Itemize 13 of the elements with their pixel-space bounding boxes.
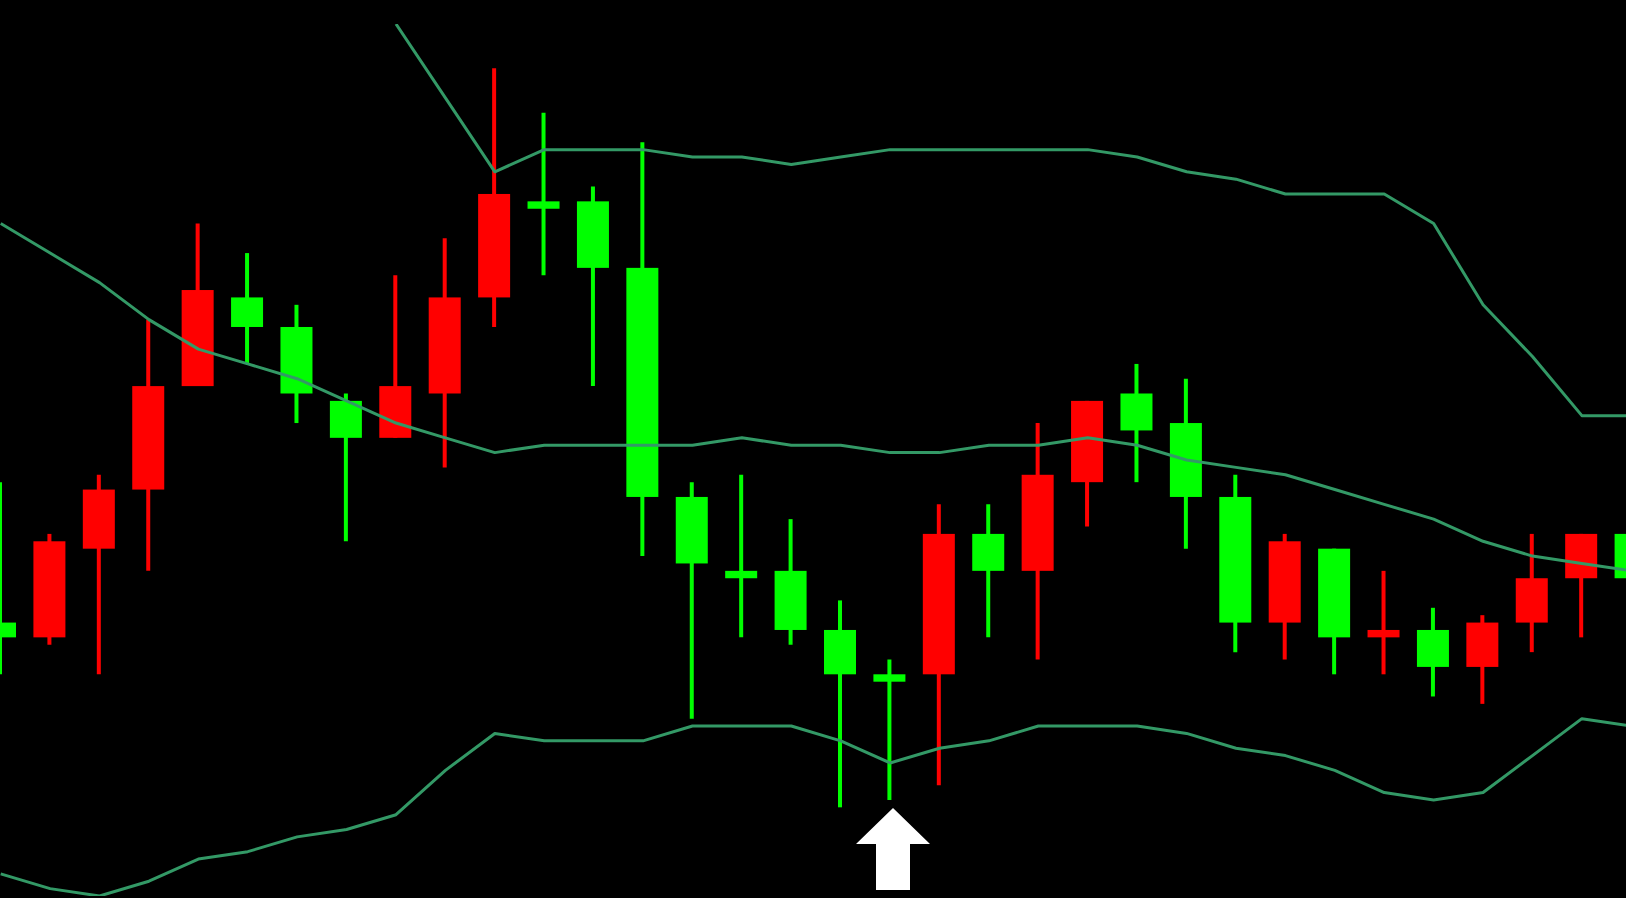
candlestick	[1120, 361, 1153, 485]
candlestick	[972, 502, 1005, 640]
candlestick	[1416, 605, 1449, 699]
candlestick	[1565, 531, 1598, 640]
candlestick	[1515, 531, 1548, 655]
candlestick	[527, 110, 560, 278]
candlestick	[725, 472, 758, 640]
candlestick	[1367, 568, 1400, 677]
candlestick	[824, 598, 856, 810]
candlestick	[873, 657, 906, 802]
candlestick	[1466, 613, 1499, 706]
candlestick	[231, 251, 264, 366]
candlestick	[329, 391, 362, 544]
